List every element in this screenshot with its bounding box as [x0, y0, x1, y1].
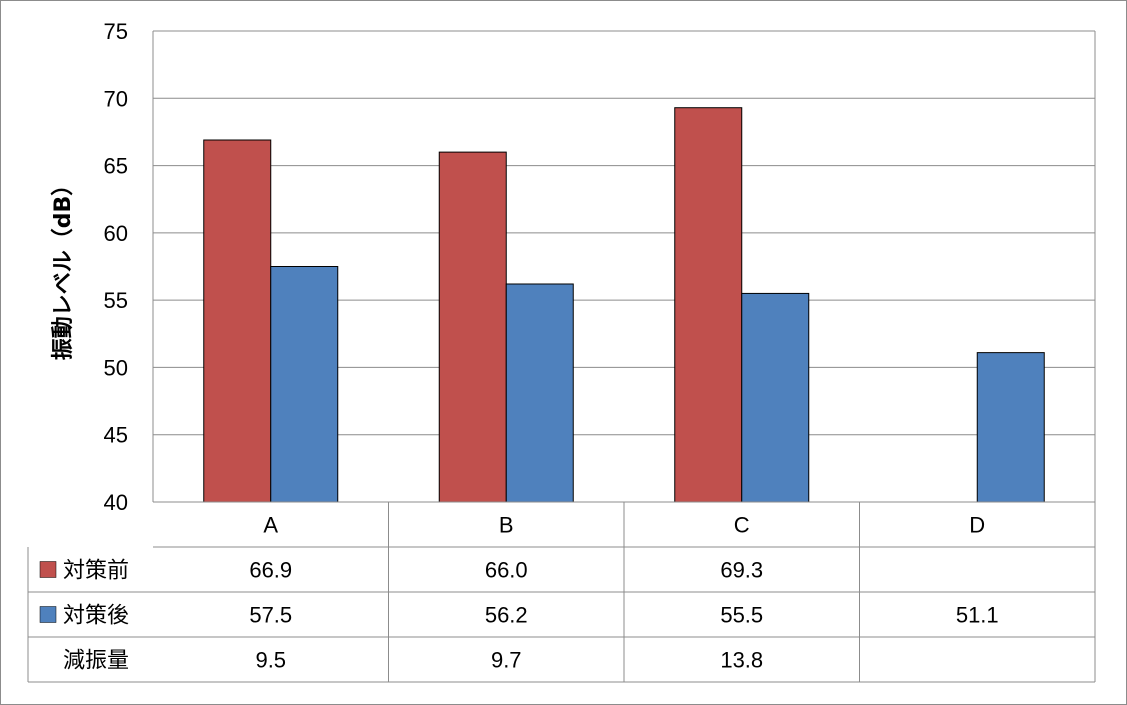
table-cell: 57.5 — [249, 603, 292, 628]
table-cell: 13.8 — [720, 648, 763, 673]
x-tick-label: A — [263, 513, 278, 538]
y-tick-label: 60 — [104, 221, 128, 246]
bars — [203, 107, 1045, 503]
table-row-label: 対策前 — [63, 559, 129, 584]
table-cell: 55.5 — [720, 603, 763, 628]
bar-after-a — [270, 266, 339, 503]
table-cell: 66.0 — [485, 558, 528, 583]
bar-before-b — [438, 151, 507, 503]
y-tick-label: 65 — [104, 154, 128, 179]
axes: 40 45 50 55 60 65 70 75 — [104, 19, 1096, 682]
table-cell: 9.7 — [491, 648, 522, 673]
legend-swatch — [39, 606, 57, 623]
y-tick-label: 55 — [104, 288, 128, 313]
legend-swatch — [39, 561, 57, 578]
bar-before-c — [674, 107, 743, 503]
table-row-label: 対策後 — [63, 604, 129, 629]
data-table: A B C D 対策前 66.9 66.0 69.3 対策後 57.5 56.2 55.5 51.1 減振… — [27, 501, 1095, 683]
y-axis-label: 振動レベル（dB） — [51, 174, 76, 361]
x-tick-label: C — [734, 513, 750, 538]
y-tick-label: 45 — [104, 423, 128, 448]
table-cell: 69.3 — [720, 558, 763, 583]
x-tick-label: D — [969, 513, 985, 538]
table-cell: 51.1 — [956, 603, 999, 628]
bar-after-c — [741, 292, 810, 503]
y-tick-label: 40 — [104, 490, 128, 515]
bar-before-a — [203, 139, 272, 503]
bar-after-d — [976, 352, 1045, 503]
y-tick-label: 75 — [104, 19, 128, 44]
y-tick-label: 70 — [104, 86, 128, 111]
table-cell: 66.9 — [249, 558, 292, 583]
table-row-label: 減振量 — [63, 649, 129, 674]
y-tick-label: 50 — [104, 355, 128, 380]
x-tick-label: B — [499, 513, 514, 538]
table-cell: 56.2 — [485, 603, 528, 628]
table-cell: 9.5 — [255, 648, 286, 673]
bar-after-b — [505, 283, 574, 503]
